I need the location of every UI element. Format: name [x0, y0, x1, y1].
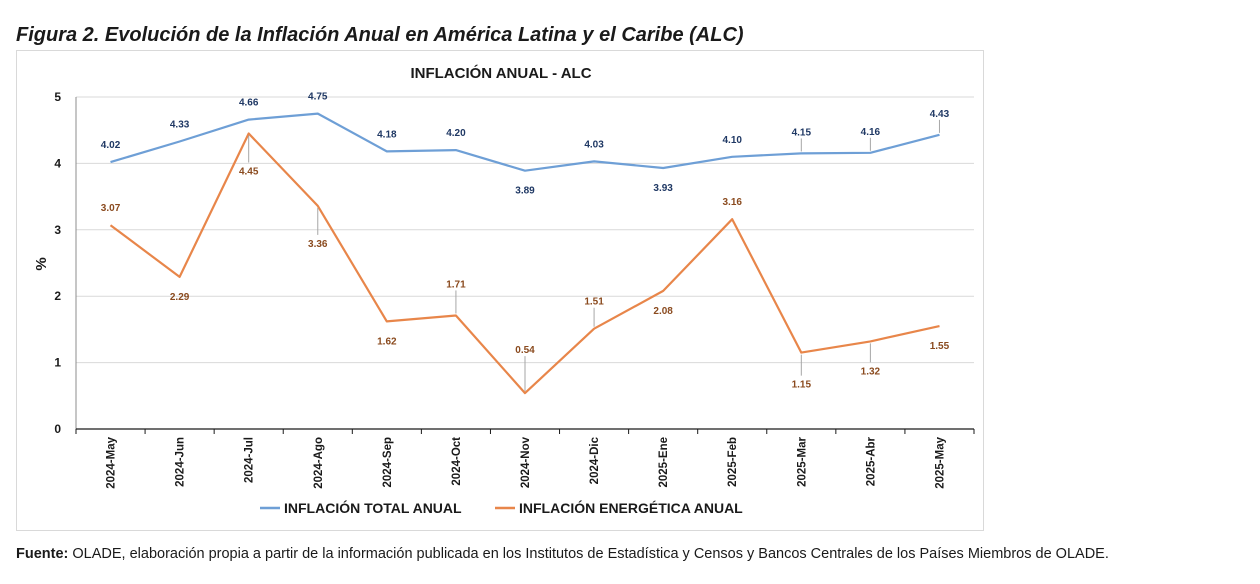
y-tick-label: 3	[54, 223, 61, 237]
data-label: 0.54	[515, 345, 535, 356]
data-label: 3.93	[653, 183, 673, 194]
y-tick-label: 2	[54, 289, 61, 303]
data-label: 1.32	[861, 366, 881, 377]
x-tick-label: 2024-Dic	[589, 436, 601, 484]
x-tick-label: 2024-Nov	[520, 436, 532, 488]
series-line	[109, 132, 940, 395]
data-label: 4.03	[584, 139, 604, 150]
data-label: 1.55	[930, 341, 950, 352]
source-label: Fuente:	[16, 546, 69, 562]
data-label: 4.20	[446, 128, 466, 139]
data-label: 1.15	[792, 380, 812, 391]
x-tick-label: 2024-Ago	[313, 437, 325, 489]
x-tick-label: 2025-Mar	[796, 436, 808, 486]
x-tick-label: 2024-Sep	[382, 437, 394, 488]
y-axis-label: %	[33, 257, 50, 270]
data-label: 1.51	[584, 297, 604, 308]
data-label: 4.10	[722, 135, 742, 146]
data-label: 4.18	[377, 129, 397, 140]
data-label: 2.29	[170, 292, 190, 303]
data-label: 4.66	[239, 98, 259, 109]
x-tick-label: 2024-May	[106, 436, 118, 488]
x-tick-label: 2024-Oct	[451, 437, 463, 486]
x-tick-label: 2025-Feb	[727, 437, 739, 487]
x-tick-label: 2024-Jun	[175, 437, 187, 487]
series-line	[110, 112, 940, 172]
data-label: 4.45	[239, 167, 259, 178]
figure-title: Figura 2. Evolución de la Inflación Anua…	[16, 24, 744, 46]
legend-label: INFLACIÓN ENERGÉTICA ANUAL	[519, 499, 743, 516]
data-label: 4.33	[170, 119, 190, 130]
source-note: Fuente: OLADE, elaboración propia a part…	[16, 546, 1109, 562]
y-tick-label: 0	[54, 422, 61, 436]
x-tick-label: 2025-Ene	[658, 437, 670, 488]
data-label: 3.07	[101, 203, 121, 214]
data-label: 4.75	[308, 92, 328, 103]
data-label: 3.36	[308, 239, 328, 250]
data-label: 3.16	[722, 197, 742, 208]
x-tick-label: 2025-May	[934, 436, 946, 488]
data-label: 4.02	[101, 140, 121, 151]
data-label: 2.08	[653, 306, 673, 317]
legend-label: INFLACIÓN TOTAL ANUAL	[284, 499, 462, 516]
y-tick-label: 4	[54, 156, 61, 170]
data-label: 3.89	[515, 186, 535, 197]
source-text: OLADE, elaboración propia a partir de la…	[68, 546, 1109, 562]
chart-frame: INFLACIÓN ANUAL - ALC % 0 1 2 3 4 5 2024-May 20…	[16, 50, 984, 531]
line-chart: INFLACIÓN ANUAL - ALC % 0 1 2 3 4 5 2024-May 20…	[33, 64, 975, 516]
y-tick-label: 1	[54, 356, 61, 370]
data-label: 1.71	[446, 279, 466, 290]
chart-title: INFLACIÓN ANUAL - ALC	[410, 64, 591, 82]
x-tick-label: 2024-Jul	[244, 437, 256, 483]
data-label: 4.16	[861, 127, 881, 138]
data-label: 4.43	[930, 109, 950, 120]
x-tick-label: 2025-Abr	[865, 436, 877, 486]
data-label: 1.62	[377, 336, 397, 347]
data-label: 4.15	[792, 127, 812, 138]
y-tick-label: 5	[54, 90, 61, 104]
